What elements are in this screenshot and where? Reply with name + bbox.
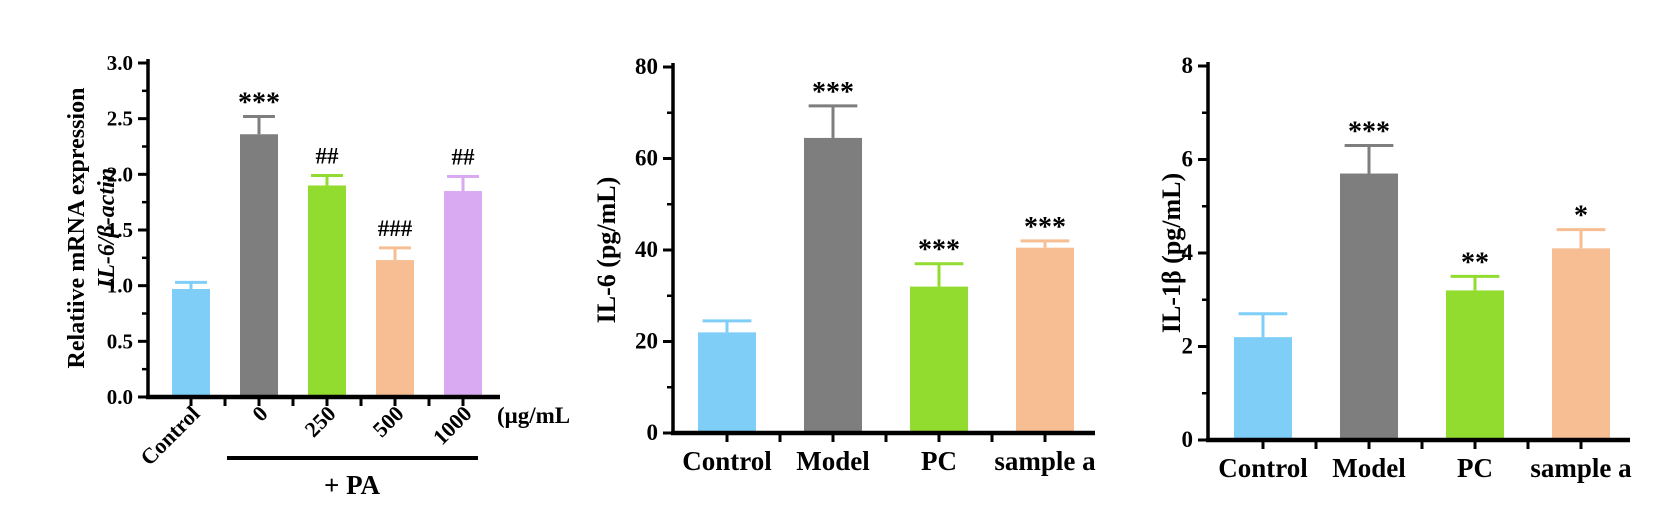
y-tick-label: 1.5	[107, 218, 133, 242]
y-tick-label: 2.5	[107, 107, 133, 131]
y-axis-label: IL-6 (pg/mL)	[592, 177, 621, 324]
group-label: + PA	[324, 470, 381, 500]
y-tick-label: 20	[635, 329, 658, 354]
y-axis-label: Relatiive mRNA expression	[64, 88, 90, 369]
y-tick-label: 0.0	[107, 385, 133, 409]
x-category-label: sample a	[994, 446, 1096, 476]
bar-sample a	[1016, 247, 1074, 433]
y-tick-label: 3.0	[107, 51, 133, 75]
x-category-label: 250	[300, 401, 341, 442]
x-category-label: Control	[135, 401, 204, 470]
bar-Control	[1234, 337, 1292, 440]
bar-PC	[1446, 290, 1504, 440]
bar-Model	[804, 137, 862, 433]
significance-annotation: ***	[1024, 212, 1066, 243]
bar-500	[376, 260, 414, 397]
bar-250	[308, 185, 346, 397]
y-tick-label: 80	[635, 54, 658, 79]
x-category-label: PC	[921, 446, 957, 476]
bar-Control	[698, 332, 756, 433]
significance-annotation: ***	[812, 77, 854, 108]
x-category-label: Model	[796, 446, 870, 476]
significance-annotation: ##	[452, 145, 476, 170]
x-category-label: Control	[1218, 453, 1308, 483]
significance-annotation: *	[1574, 201, 1588, 232]
bar-0	[240, 134, 278, 397]
y-tick-label: 0.5	[107, 329, 133, 353]
x-unit-label: (μg/mL	[497, 403, 570, 428]
x-category-label: 500	[368, 401, 409, 442]
y-tick-label: 0	[647, 420, 659, 445]
y-tick-label: 4	[1182, 240, 1194, 265]
y-tick-label: 8	[1182, 53, 1194, 78]
significance-annotation: ***	[238, 87, 280, 118]
chart-il6: 0 20 40 60 80 Control Model PC sample a *** *** ***…	[592, 54, 1096, 476]
x-category-label: Model	[1332, 453, 1406, 483]
y-axis-label: IL-6/β-actin	[94, 168, 120, 289]
y-tick-label: 6	[1182, 147, 1194, 172]
y-tick-label: 2.0	[107, 162, 133, 186]
bar-Control	[172, 289, 210, 397]
bar-Model	[1340, 173, 1398, 440]
y-axis-label: IL-1β (pg/mL)	[1157, 173, 1186, 333]
x-category-label: PC	[1457, 453, 1493, 483]
y-tick-label: 40	[635, 237, 658, 262]
x-category-label: Control	[682, 446, 772, 476]
significance-annotation: ***	[918, 235, 960, 266]
significance-annotation: ##	[316, 143, 340, 168]
y-tick-label: 60	[635, 146, 658, 171]
bar-PC	[910, 286, 968, 433]
y-tick-label: 0	[1182, 427, 1194, 452]
x-category-label: 1000	[428, 401, 477, 450]
significance-annotation: ***	[1348, 116, 1390, 147]
bar-1000	[444, 191, 482, 397]
significance-annotation: **	[1461, 247, 1489, 278]
x-category-label: sample a	[1530, 453, 1632, 483]
y-tick-label: 2	[1182, 334, 1194, 359]
bar-sample a	[1552, 248, 1610, 440]
significance-annotation: ###	[378, 216, 413, 241]
y-tick-label: 1.0	[107, 274, 133, 298]
